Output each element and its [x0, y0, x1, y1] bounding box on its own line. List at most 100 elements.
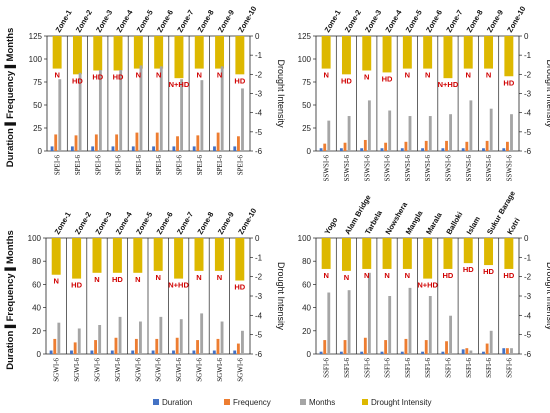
category-label: SSFI-6 [323, 358, 331, 378]
drought-class-label: N [364, 73, 369, 82]
bar-duration [502, 148, 506, 151]
bar-drought-intensity [382, 36, 392, 73]
bar-drought-intensity [133, 36, 143, 69]
bar-frequency [343, 142, 347, 151]
y-tick-label: 125 [29, 32, 43, 41]
category-group: HD Zone-2 SPEI-6 [70, 8, 94, 176]
category-label: SGWI-6 [134, 358, 142, 382]
bar-months [159, 66, 163, 151]
bar-drought-intensity [72, 36, 82, 75]
zone-label: Zone-7 [444, 8, 464, 34]
y2-tick-label: -6 [255, 147, 263, 156]
category-group: HD Zone-3 SPEI-6 [91, 8, 114, 175]
bar-frequency [485, 343, 489, 354]
bar-months [469, 350, 473, 354]
bar-drought-intensity [174, 36, 184, 79]
chart-panel-top-left: 0 25 50 75 100 125 0 -1 -2 -3 -4 -5 -6 Drought Intens… [4, 5, 286, 176]
drought-class-label: HD [483, 267, 494, 276]
y2-tick-label: -5 [524, 331, 532, 340]
bar-frequency [404, 338, 408, 354]
bar-duration [461, 349, 465, 354]
y-tick-label: 50 [302, 101, 311, 110]
category-label: SGWI-6 [114, 358, 122, 382]
bar-duration [111, 146, 115, 151]
category-label: SPEI-6 [74, 155, 82, 176]
bar-duration [441, 351, 445, 354]
bar-drought-intensity [443, 238, 453, 269]
bar-frequency [175, 337, 179, 354]
category-label: SGWI-6 [196, 358, 204, 382]
y-axis-title: Duration ▌Frequency ▌Months [4, 28, 16, 168]
bar-duration [400, 148, 404, 151]
category-label: SPEI-6 [236, 155, 244, 176]
bar-frequency [343, 340, 347, 354]
bar-drought-intensity [194, 36, 204, 69]
category-group: N Zone-6 SPEI-6 [152, 8, 175, 175]
category-label: SGWI-6 [236, 358, 244, 382]
y-tick-label: 100 [298, 234, 312, 243]
category-label: SPEI-6 [155, 155, 163, 176]
bar-duration [213, 146, 216, 151]
drought-class-label: HD [503, 78, 514, 87]
drought-class-label: N [486, 71, 491, 80]
category-label: SSFI-6 [485, 358, 493, 378]
drought-class-label: HD [382, 74, 393, 83]
drought-class-label: HD [92, 73, 103, 82]
category-group: N Zone-9 SGWI-6 [212, 210, 236, 382]
bar-drought-intensity [423, 36, 433, 69]
bar-frequency [94, 340, 97, 354]
zone-label: Zone-9 [216, 8, 236, 34]
bar-duration [110, 350, 114, 354]
bar-drought-intensity [93, 36, 103, 71]
bar-duration [91, 146, 95, 151]
category-group: N Zone-5 SPEI-6 [131, 8, 155, 176]
bar-duration [131, 350, 135, 354]
bar-frequency [384, 142, 388, 151]
y-tick-label: 25 [302, 124, 311, 133]
bar-frequency [445, 140, 448, 151]
category-group: N Zone-6 SGWI-6 [151, 210, 175, 382]
bar-months [388, 296, 392, 354]
category-label: SPEI-6 [135, 155, 143, 176]
bar-drought-intensity [92, 238, 102, 273]
bar-duration [152, 146, 155, 151]
category-group: HD Zone-4 SGWI-6 [110, 209, 134, 382]
bar-drought-intensity [321, 36, 331, 69]
category-group: N+HD Zone-7 SGWI-6 [168, 210, 195, 382]
category-group: N Zone-5 SSWSI-6 [400, 8, 424, 181]
drought-class-label: N+HD [169, 80, 190, 89]
zone-label: Zone-3 [363, 8, 383, 34]
drought-class-label: HD [71, 281, 82, 290]
bar-frequency [216, 132, 220, 151]
category-group: N Zone-1 SPEI-6 [50, 8, 74, 175]
zone-label: Balloki [444, 210, 464, 236]
bar-duration [441, 148, 445, 151]
bar-drought-intensity [443, 36, 453, 79]
bar-frequency [363, 337, 367, 354]
bar-frequency [115, 134, 119, 151]
y2-tick-label: -3 [255, 292, 263, 301]
zone-label: Zone-8 [196, 8, 216, 34]
y2-tick-label: -5 [255, 331, 263, 340]
zone-label: Zone-9 [485, 8, 505, 34]
zone-label: Zone-2 [73, 210, 93, 236]
category-group: HD Zone-2 SSWSI-6 [339, 8, 363, 181]
bar-months [388, 110, 392, 151]
bar-frequency [237, 136, 240, 151]
drought-class-label: HD [341, 76, 352, 85]
bar-frequency [323, 143, 327, 151]
drought-class-label: N [466, 71, 471, 80]
bar-months [179, 319, 183, 354]
y-tick-label: 0 [37, 350, 42, 359]
category-label: SGWI-6 [94, 358, 102, 382]
legend-label-frequency: Frequency [233, 398, 271, 407]
bar-duration [421, 351, 424, 354]
bar-months [58, 79, 62, 151]
bar-duration [49, 350, 53, 354]
bar-months [347, 290, 351, 354]
drought-class-label: N [323, 271, 328, 280]
y-tick-label: 100 [28, 234, 42, 243]
y-tick-label: 25 [33, 124, 42, 133]
bar-frequency [135, 132, 139, 151]
chart-panel-bottom-left: 0 20 40 60 80 100 0 -1 -2 -3 -4 -5 -6 Drought Intensi… [4, 207, 286, 382]
